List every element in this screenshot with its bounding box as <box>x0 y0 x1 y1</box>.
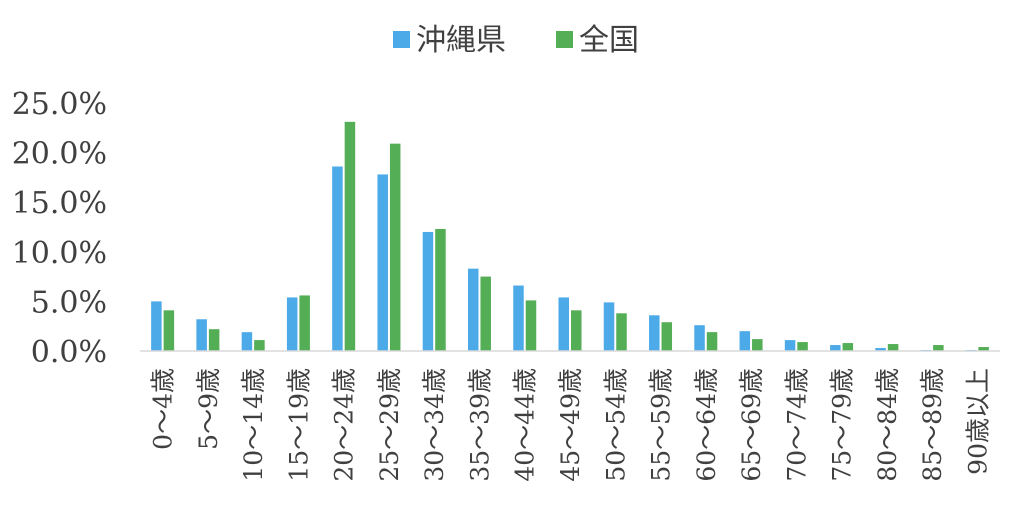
bar-okinawa <box>377 174 388 351</box>
x-category-label: 45～49歳 <box>556 368 585 482</box>
bar-okinawa <box>467 268 479 351</box>
y-tick-label: 15.0% <box>12 186 107 221</box>
bar-national <box>616 313 627 351</box>
bar-national <box>842 343 854 351</box>
bar-national <box>571 310 582 351</box>
legend-label-okinawa: 沖縄県 <box>416 23 506 58</box>
bar-national <box>389 143 401 351</box>
x-category-label: 55～59歳 <box>647 368 676 482</box>
y-tick-label: 0.0% <box>31 335 107 370</box>
bar-okinawa <box>603 302 615 351</box>
x-category-label: 30～34歳 <box>420 368 449 482</box>
y-tick-label: 10.0% <box>12 236 107 271</box>
bar-national <box>299 295 310 351</box>
bar-national <box>163 310 175 351</box>
bar-national <box>706 332 718 351</box>
x-category-label: 10～14歳 <box>239 368 268 482</box>
bar-okinawa <box>830 345 841 351</box>
x-category-label: 5～9歳 <box>194 368 223 450</box>
bar-national <box>344 121 356 351</box>
x-category-label: 90歳以上 <box>963 368 992 475</box>
bar-national <box>933 345 944 351</box>
y-axis-ticks: 0.0% 5.0% 10.0% 15.0% 20.0% 25.0% <box>12 87 107 370</box>
bar-okinawa <box>558 297 569 351</box>
bar-okinawa <box>694 325 705 351</box>
y-tick-label: 20.0% <box>12 137 107 172</box>
bar-national <box>661 322 673 351</box>
bar-okinawa <box>649 315 660 351</box>
bar-okinawa <box>875 348 886 351</box>
bar-okinawa <box>286 297 298 351</box>
bar-national <box>208 329 220 351</box>
x-category-label: 0～4歳 <box>149 368 178 450</box>
bar-national <box>887 344 899 351</box>
bar-national <box>525 300 537 351</box>
bar-national <box>978 347 989 351</box>
bar-national <box>254 340 265 351</box>
x-category-label: 60～64歳 <box>692 368 721 482</box>
bars <box>151 121 989 351</box>
x-category-label: 50～54歳 <box>601 368 630 482</box>
x-category-label: 20～24歳 <box>330 368 359 482</box>
bar-okinawa <box>151 301 162 351</box>
legend-swatch-okinawa <box>393 31 410 48</box>
bar-okinawa <box>784 340 796 351</box>
bar-okinawa <box>196 319 207 351</box>
bar-okinawa <box>241 332 253 351</box>
x-category-label: 35～39歳 <box>465 368 494 482</box>
bar-okinawa <box>332 166 343 351</box>
bar-national <box>480 276 491 351</box>
x-category-label: 75～79歳 <box>828 368 857 482</box>
bar-okinawa <box>739 331 751 351</box>
legend: 沖縄県 全国 <box>393 23 639 58</box>
y-tick-label: 5.0% <box>31 285 107 320</box>
x-category-label: 40～44歳 <box>511 368 540 482</box>
x-category-label: 80～84歳 <box>873 368 902 482</box>
legend-swatch-national <box>556 31 573 48</box>
bar-national <box>752 339 763 351</box>
bar-okinawa <box>513 285 524 351</box>
x-category-label: 15～19歳 <box>284 368 313 482</box>
x-axis-labels: 0～4歳 5～9歳 10～14歳 15～19歳 20～24歳 25～29歳 30～34歳 35… <box>149 368 993 482</box>
x-category-label: 85～89歳 <box>918 368 947 482</box>
bar-national <box>797 342 808 351</box>
x-category-label: 25～29歳 <box>375 368 404 482</box>
x-category-label: 65～69歳 <box>737 368 766 482</box>
legend-label-national: 全国 <box>579 23 639 58</box>
bar-national <box>435 228 446 351</box>
bar-okinawa <box>422 231 434 351</box>
y-tick-label: 25.0% <box>12 87 107 122</box>
x-category-label: 70～74歳 <box>782 368 811 482</box>
